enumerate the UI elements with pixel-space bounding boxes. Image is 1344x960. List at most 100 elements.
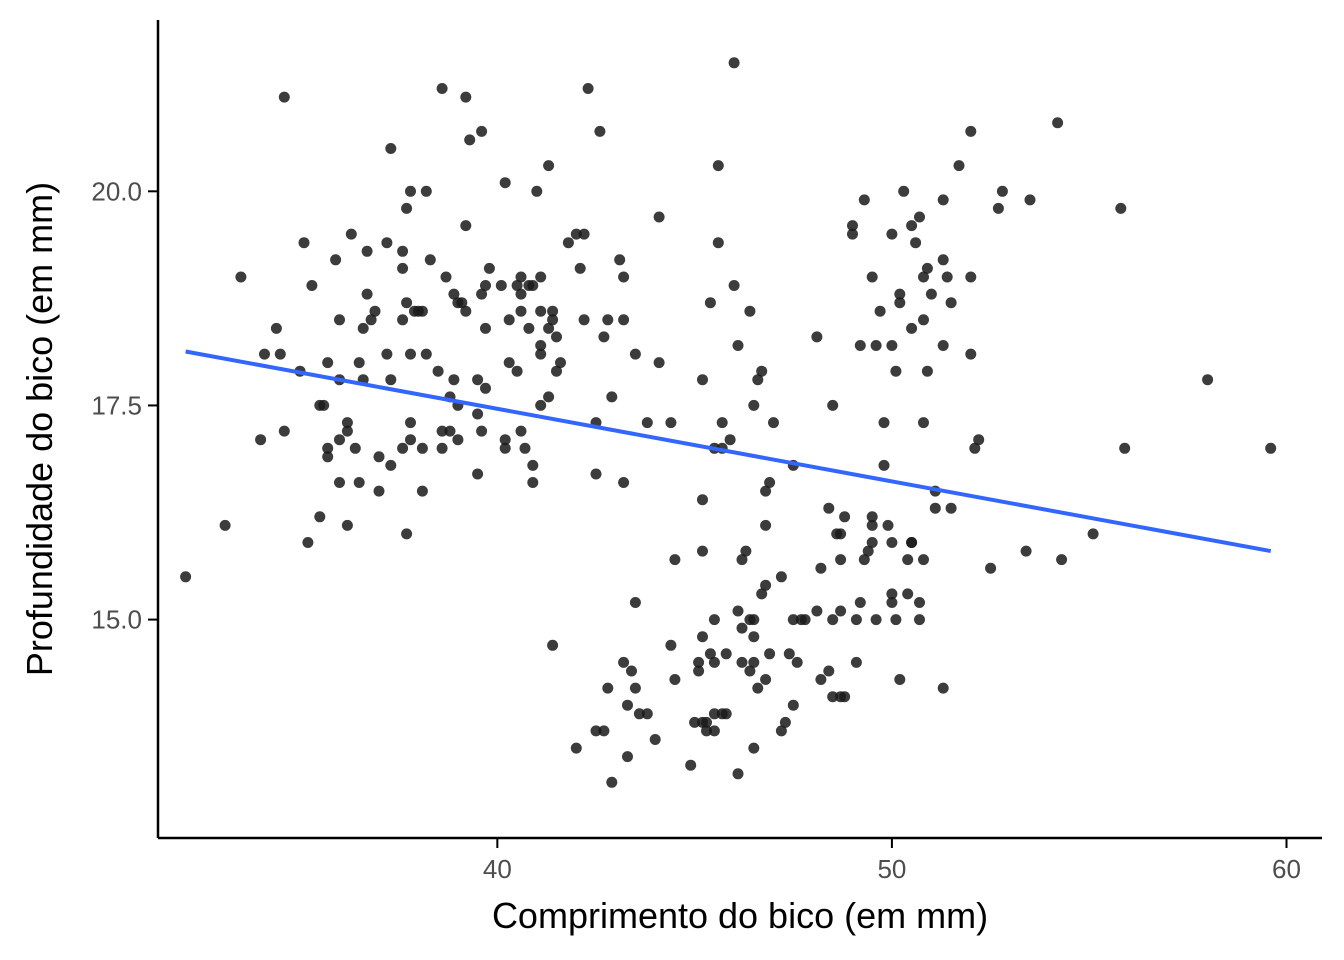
data-point (531, 185, 543, 197)
data-point (594, 125, 606, 137)
data-point (874, 305, 886, 317)
data-point (551, 365, 562, 377)
data-point (898, 185, 910, 197)
data-point (322, 357, 334, 369)
data-point (464, 134, 476, 146)
data-point (902, 554, 914, 566)
data-point (480, 382, 491, 394)
data-point (752, 682, 764, 694)
data-point (973, 434, 985, 446)
data-point (369, 305, 381, 317)
data-point (598, 331, 610, 343)
data-point (728, 280, 740, 291)
data-point (341, 425, 353, 437)
data-point (535, 399, 547, 411)
data-point (736, 622, 748, 634)
data-point (1024, 194, 1036, 206)
x-tick-label: 40 (483, 854, 512, 884)
data-point (614, 254, 626, 266)
data-point (555, 357, 566, 369)
data-point (969, 442, 981, 454)
data-point (858, 194, 870, 206)
data-point (914, 211, 925, 223)
data-point (732, 340, 744, 351)
data-point (1119, 442, 1131, 454)
data-point (850, 614, 862, 626)
data-point (854, 597, 866, 608)
data-point (405, 348, 416, 360)
data-point (886, 228, 898, 240)
data-point (847, 228, 858, 240)
points-layer (180, 57, 1277, 788)
data-point (436, 83, 448, 94)
data-point (669, 554, 681, 566)
data-point (835, 605, 847, 617)
data-point (543, 322, 555, 334)
data-point (547, 305, 559, 317)
data-point (436, 425, 448, 437)
data-point (397, 245, 409, 257)
data-point (775, 725, 787, 737)
data-point (827, 399, 839, 411)
data-point (578, 314, 590, 326)
data-point (736, 554, 748, 566)
data-point (1265, 442, 1277, 454)
data-point (783, 648, 795, 660)
data-point (701, 716, 712, 728)
data-point (914, 614, 925, 626)
data-point (405, 434, 416, 446)
data-point (385, 374, 397, 386)
data-point (527, 280, 539, 291)
data-point (278, 91, 290, 103)
data-point (748, 742, 760, 754)
data-point (401, 297, 413, 309)
data-point (590, 468, 602, 480)
data-point (823, 502, 835, 514)
data-point (503, 357, 515, 369)
data-point (937, 340, 949, 351)
data-point (618, 314, 630, 326)
y-ticks: 15.0 17.5 20.0 (91, 176, 158, 635)
data-point (965, 348, 977, 360)
data-point (416, 485, 428, 497)
data-point (322, 442, 334, 454)
data-point (444, 425, 456, 437)
data-point (416, 442, 428, 454)
data-point (385, 143, 397, 154)
data-point (436, 442, 448, 454)
data-point (590, 725, 602, 737)
data-point (886, 537, 898, 548)
data-point (270, 322, 282, 334)
data-point (397, 314, 409, 326)
data-point (341, 519, 353, 531)
data-point (764, 648, 776, 660)
data-point (424, 254, 436, 266)
data-point (476, 425, 488, 437)
data-point (499, 442, 511, 454)
data-point (602, 314, 614, 326)
data-point (756, 365, 768, 377)
data-point (626, 665, 637, 677)
data-point (361, 288, 373, 300)
data-point (748, 631, 760, 643)
data-point (858, 554, 870, 566)
data-point (618, 477, 630, 488)
data-point (314, 511, 326, 523)
data-point (401, 202, 413, 214)
data-point (401, 528, 413, 540)
data-point (302, 537, 314, 548)
data-point (452, 434, 464, 446)
data-point (697, 545, 708, 557)
data-point (622, 751, 633, 763)
data-point (839, 511, 851, 523)
data-point (921, 262, 933, 274)
data-point (886, 588, 898, 600)
data-point (547, 314, 559, 326)
data-point (815, 562, 827, 574)
data-point (219, 519, 231, 531)
data-point (405, 185, 416, 197)
data-point (578, 228, 590, 240)
data-point (381, 237, 393, 249)
data-point (472, 408, 484, 420)
data-point (306, 280, 318, 291)
